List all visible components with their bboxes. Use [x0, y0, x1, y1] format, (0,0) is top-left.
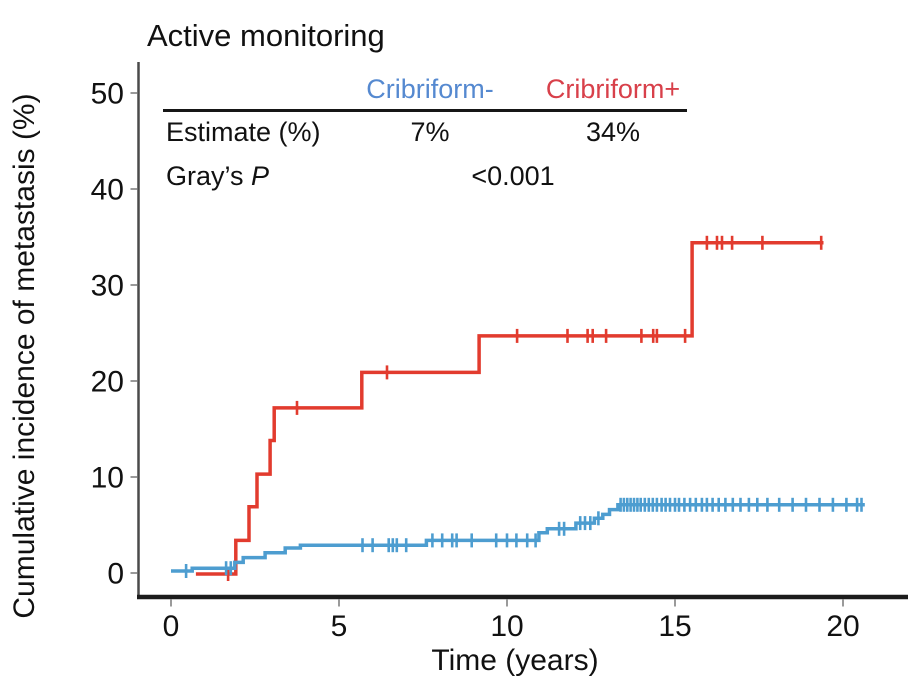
grays-p-label-italic: P — [251, 161, 270, 191]
y-tick-label: 30 — [91, 270, 124, 303]
chart-title: Active monitoring — [147, 18, 385, 53]
y-tick-label: 40 — [91, 174, 124, 207]
x-tick-label: 0 — [163, 610, 180, 643]
x-tick-label: 5 — [331, 610, 348, 643]
y-tick-label: 20 — [91, 366, 124, 399]
x-axis-label: Time (years) — [431, 644, 599, 677]
legend-cribriform-negative: Cribriform- — [366, 74, 494, 104]
grays-p-label-text: Gray’s — [166, 161, 252, 191]
grays-p-value: <0.001 — [471, 161, 555, 191]
y-tick-label: 50 — [91, 78, 124, 111]
y-tick-label: 0 — [107, 558, 124, 591]
series-curve-cribriform-neg — [171, 503, 865, 573]
grays-p-row-label: Gray’s P — [166, 161, 269, 192]
legend-cribriform-positive: Cribriform+ — [545, 74, 681, 104]
estimate-row-label: Estimate (%) — [166, 117, 321, 147]
estimate-negative-value: 7% — [410, 117, 450, 147]
estimate-positive-value: 34% — [585, 117, 641, 147]
y-tick-label: 10 — [91, 462, 124, 495]
x-tick-label: 15 — [658, 610, 691, 643]
x-tick-label: 20 — [826, 610, 859, 643]
series-curve-cribriform-pos — [195, 241, 824, 576]
table-rule — [163, 109, 687, 112]
x-tick-label: 10 — [490, 610, 523, 643]
